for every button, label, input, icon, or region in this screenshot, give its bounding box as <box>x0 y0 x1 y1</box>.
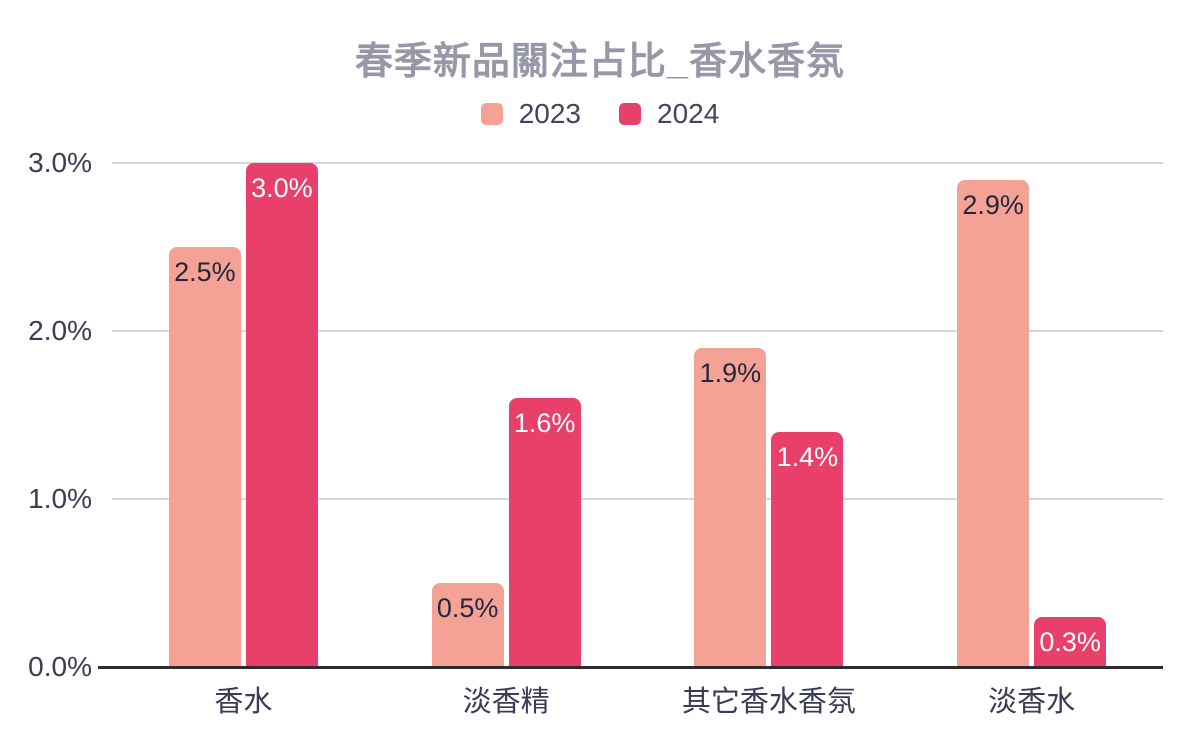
x-axis-labels: 香水 淡香精 其它香水香氛 淡香水 <box>112 678 1163 720</box>
y-axis: 0.0% 1.0% 2.0% 3.0% <box>0 147 92 682</box>
y-axis-label: 1.0% <box>28 483 92 514</box>
chart-title: 春季新品關注占比_香水香氛 <box>354 41 846 83</box>
legend-item-2023: 2023 <box>480 98 581 130</box>
legend: 2023 2024 <box>0 98 1200 130</box>
bar-group-3: 1.9% 1.4% <box>638 163 901 667</box>
bar-2023-香水: 2.5% <box>168 247 241 667</box>
bar-value-label: 2.9% <box>962 189 1024 220</box>
bar-group-1: 2.5% 3.0% <box>112 163 375 667</box>
gridline <box>112 329 1163 332</box>
bar-group-2: 0.5% 1.6% <box>375 163 638 667</box>
bar-group-4: 2.9% 0.3% <box>900 163 1163 667</box>
plot-area: 2.5% 3.0% 0.5% 1.6% 1.9% 1.4% 2.9% 0.3% <box>98 162 1163 669</box>
gridline <box>112 497 1163 500</box>
bar-value-label: 0.5% <box>436 593 499 623</box>
gridline <box>112 162 1163 164</box>
bar-2023-其它香水香氛: 1.9% <box>694 347 767 667</box>
bar-2024-其它香水香氛: 1.4% <box>771 431 844 667</box>
bar-value-label: 1.6% <box>513 408 576 439</box>
bar-value-label: 1.4% <box>776 441 839 472</box>
legend-swatch-2023 <box>480 103 503 125</box>
x-axis-label: 淡香水 <box>988 686 1076 718</box>
bar-2024-淡香水: 0.3% <box>1034 616 1107 667</box>
x-axis-baseline <box>98 666 1163 669</box>
bar-value-label: 2.5% <box>174 257 236 287</box>
bar-2023-淡香水: 2.9% <box>957 179 1030 667</box>
y-axis-label: 0.0% <box>28 651 92 682</box>
bar-value-label: 0.3% <box>1039 626 1101 657</box>
bar-2024-香水: 3.0% <box>245 163 318 667</box>
y-axis-label: 2.0% <box>28 315 92 346</box>
x-axis-label: 淡香精 <box>462 686 550 718</box>
x-axis-label: 香水 <box>214 686 273 718</box>
legend-label: 2024 <box>657 98 720 129</box>
legend-label: 2023 <box>518 98 581 129</box>
legend-item-2024: 2024 <box>619 98 719 130</box>
legend-swatch-2024 <box>619 103 641 125</box>
y-axis-label: 3.0% <box>28 147 92 178</box>
bar-value-label: 1.9% <box>699 357 762 388</box>
bar-groups: 2.5% 3.0% 0.5% 1.6% 1.9% 1.4% 2.9% 0.3% <box>112 163 1163 667</box>
bar-2023-淡香精: 0.5% <box>431 583 504 667</box>
x-axis-label: 其它香水香氛 <box>681 686 856 718</box>
bar-2024-淡香精: 1.6% <box>508 398 581 667</box>
bar-value-label: 3.0% <box>251 173 313 203</box>
